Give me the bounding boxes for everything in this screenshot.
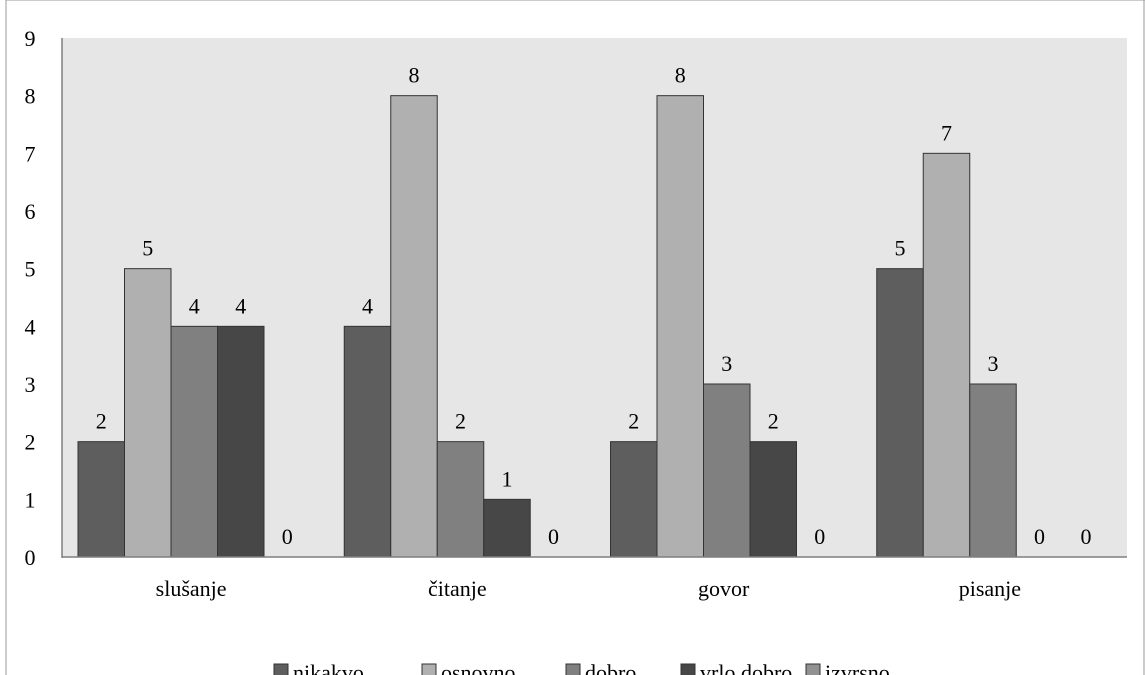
y-tick-label: 4 xyxy=(25,314,36,339)
axes-lines xyxy=(61,38,1127,558)
x-tick-label: govor xyxy=(698,576,750,601)
data-label: 3 xyxy=(721,351,732,376)
bar xyxy=(390,95,438,558)
y-axis: 0 1 2 3 4 5 6 7 8 9 xyxy=(25,26,36,570)
chart-frame xyxy=(5,0,1145,675)
bar xyxy=(876,268,924,558)
bar xyxy=(749,441,797,558)
legend-item: osnovno xyxy=(421,660,516,675)
x-axis: slušanje čitanje govor pisanje xyxy=(156,576,1021,601)
y-tick-label: 5 xyxy=(25,257,36,282)
legend-item: nikakvo xyxy=(273,660,364,675)
data-label: 2 xyxy=(455,409,466,434)
bar xyxy=(77,441,125,558)
x-tick-label: čitanje xyxy=(428,576,487,601)
data-label: 2 xyxy=(768,409,779,434)
legend-label: dobro xyxy=(585,660,636,675)
x-tick-label: pisanje xyxy=(959,576,1021,601)
data-label: 4 xyxy=(235,293,246,318)
y-tick-label: 7 xyxy=(25,141,36,166)
data-label: 2 xyxy=(628,409,639,434)
y-tick-label: 8 xyxy=(25,84,36,109)
bar xyxy=(124,268,172,558)
data-label: 1 xyxy=(502,466,513,491)
legend-label: osnovno xyxy=(441,660,516,675)
bar xyxy=(656,95,704,558)
bar xyxy=(343,325,392,558)
data-label: 5 xyxy=(895,236,906,261)
data-label: 0 xyxy=(548,524,559,549)
bar xyxy=(969,383,1017,558)
bar xyxy=(170,325,218,558)
y-tick-label: 3 xyxy=(25,372,36,397)
data-label: 0 xyxy=(814,524,825,549)
data-labels-layer: 2 5 4 4 0 4 8 2 1 0 2 8 3 2 0 5 7 3 0 0 xyxy=(96,63,1092,549)
legend-swatch xyxy=(805,663,821,675)
legend-label: vrlo dobro xyxy=(700,660,792,675)
bar xyxy=(483,498,531,558)
legend-swatch xyxy=(680,663,696,675)
data-label: 4 xyxy=(362,293,373,318)
data-label: 0 xyxy=(1081,524,1092,549)
bars-layer xyxy=(77,95,1017,558)
bar xyxy=(922,152,971,558)
data-label: 0 xyxy=(1034,524,1045,549)
legend-swatch xyxy=(273,663,289,675)
bar xyxy=(217,325,265,558)
legend-swatch xyxy=(565,663,581,675)
data-label: 5 xyxy=(142,236,153,261)
data-label: 8 xyxy=(675,63,686,88)
x-tick-label: slušanje xyxy=(156,576,227,601)
legend-label: izvrsno xyxy=(825,660,890,675)
data-label: 7 xyxy=(941,120,952,145)
legend-item: dobro xyxy=(565,660,636,675)
legend-item: izvrsno xyxy=(805,660,890,675)
data-label: 8 xyxy=(409,63,420,88)
bar xyxy=(610,441,658,558)
y-tick-label: 9 xyxy=(25,26,36,51)
data-label: 3 xyxy=(988,351,999,376)
legend-swatch xyxy=(421,663,437,675)
legend-item: vrlo dobro xyxy=(680,660,792,675)
y-tick-label: 6 xyxy=(25,199,36,224)
bar xyxy=(703,383,751,558)
bar xyxy=(436,441,485,558)
data-label: 0 xyxy=(282,524,293,549)
legend-label: nikakvo xyxy=(293,660,364,675)
y-tick-label: 0 xyxy=(25,545,36,570)
legend: nikakvo osnovno dobro vrlo dobro izvrsno xyxy=(273,660,890,675)
data-label: 4 xyxy=(189,293,200,318)
y-tick-label: 2 xyxy=(25,430,36,455)
data-label: 2 xyxy=(96,409,107,434)
y-tick-label: 1 xyxy=(25,487,36,512)
